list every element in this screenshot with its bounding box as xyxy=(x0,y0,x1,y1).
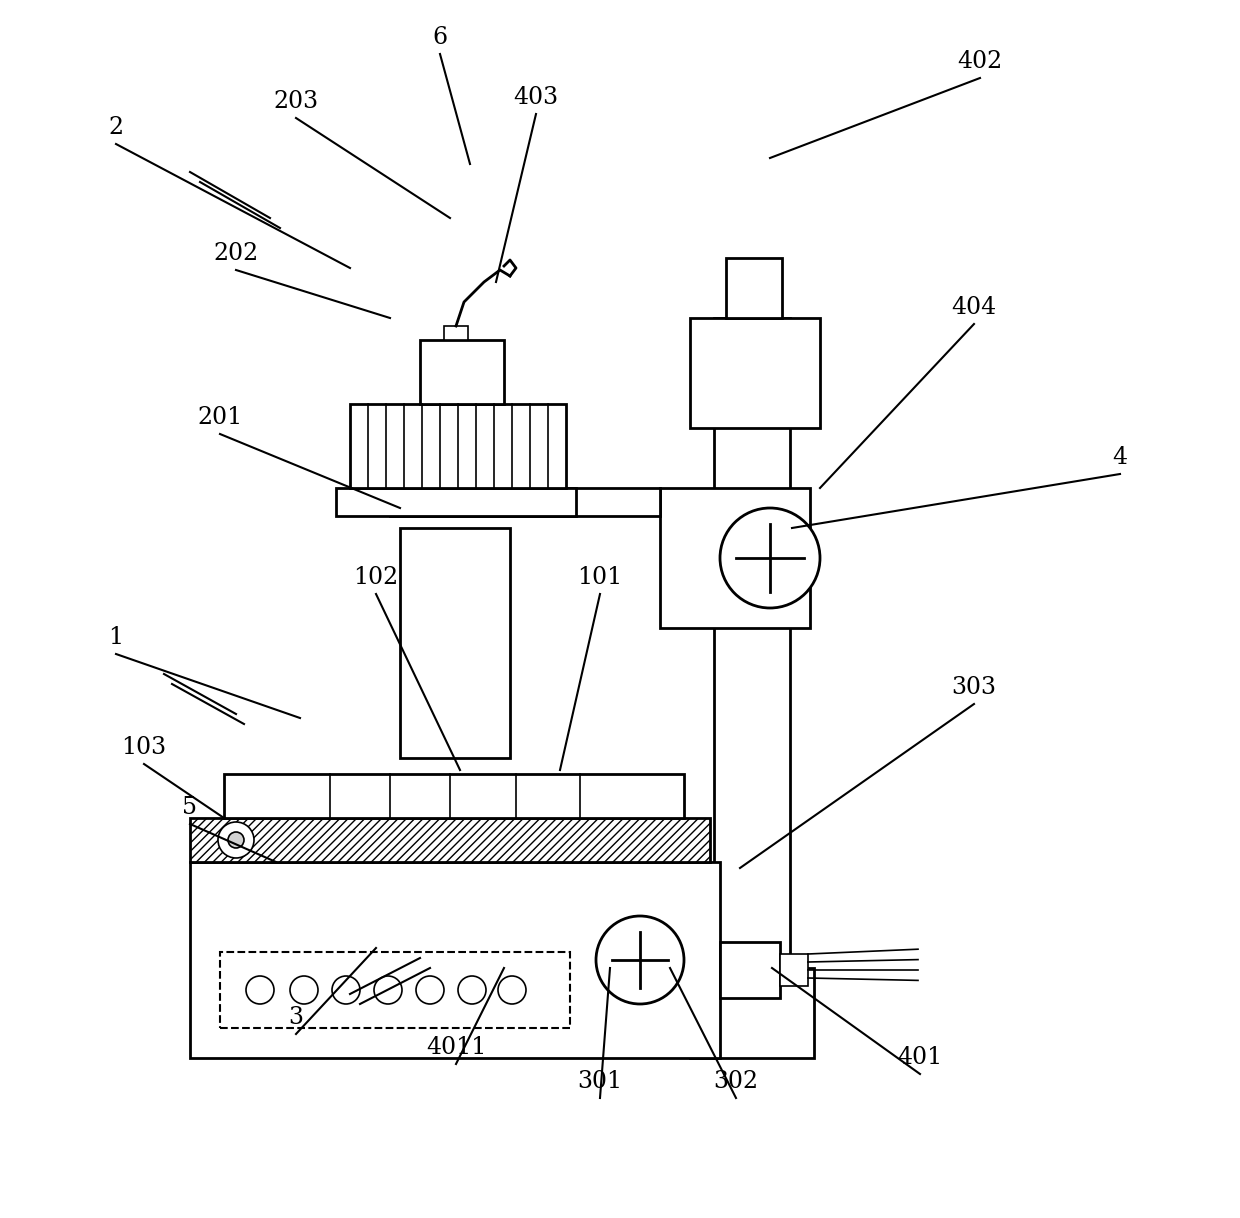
Text: 2: 2 xyxy=(108,117,124,140)
Bar xyxy=(350,404,565,488)
Circle shape xyxy=(415,976,444,1004)
Bar xyxy=(391,488,660,516)
Text: 102: 102 xyxy=(353,566,398,590)
Bar xyxy=(224,773,684,818)
Bar xyxy=(336,488,577,516)
Text: 303: 303 xyxy=(951,676,997,699)
Text: 203: 203 xyxy=(274,90,319,113)
Text: 5: 5 xyxy=(182,797,197,820)
Text: 404: 404 xyxy=(951,296,997,319)
Circle shape xyxy=(458,976,486,1004)
Text: 402: 402 xyxy=(957,50,1003,73)
Text: 6: 6 xyxy=(433,27,448,50)
Text: 401: 401 xyxy=(898,1046,942,1069)
Circle shape xyxy=(720,508,820,608)
Bar xyxy=(725,258,782,318)
Text: 101: 101 xyxy=(578,566,622,590)
Bar xyxy=(444,326,467,340)
Circle shape xyxy=(246,976,274,1004)
Text: 202: 202 xyxy=(213,242,259,266)
Text: 403: 403 xyxy=(513,86,558,110)
Circle shape xyxy=(290,976,317,1004)
Bar xyxy=(190,862,720,1058)
Circle shape xyxy=(374,976,402,1004)
Text: 302: 302 xyxy=(713,1071,759,1094)
Bar xyxy=(660,488,810,628)
Bar xyxy=(689,318,820,428)
Bar xyxy=(714,318,790,968)
Bar xyxy=(190,818,711,862)
Bar xyxy=(401,527,510,758)
Circle shape xyxy=(218,822,254,857)
Bar xyxy=(720,942,780,998)
Circle shape xyxy=(596,916,684,1004)
Text: 301: 301 xyxy=(578,1071,622,1094)
Text: 103: 103 xyxy=(122,737,166,760)
Bar xyxy=(219,952,570,1028)
Circle shape xyxy=(332,976,360,1004)
Text: 4011: 4011 xyxy=(425,1037,486,1060)
Circle shape xyxy=(228,832,244,848)
Bar xyxy=(689,968,813,1058)
Text: 4: 4 xyxy=(1112,447,1127,469)
Text: 3: 3 xyxy=(289,1006,304,1029)
Text: 1: 1 xyxy=(108,626,124,649)
Bar xyxy=(420,340,503,404)
Bar xyxy=(780,954,808,987)
Text: 201: 201 xyxy=(197,407,243,430)
Circle shape xyxy=(498,976,526,1004)
